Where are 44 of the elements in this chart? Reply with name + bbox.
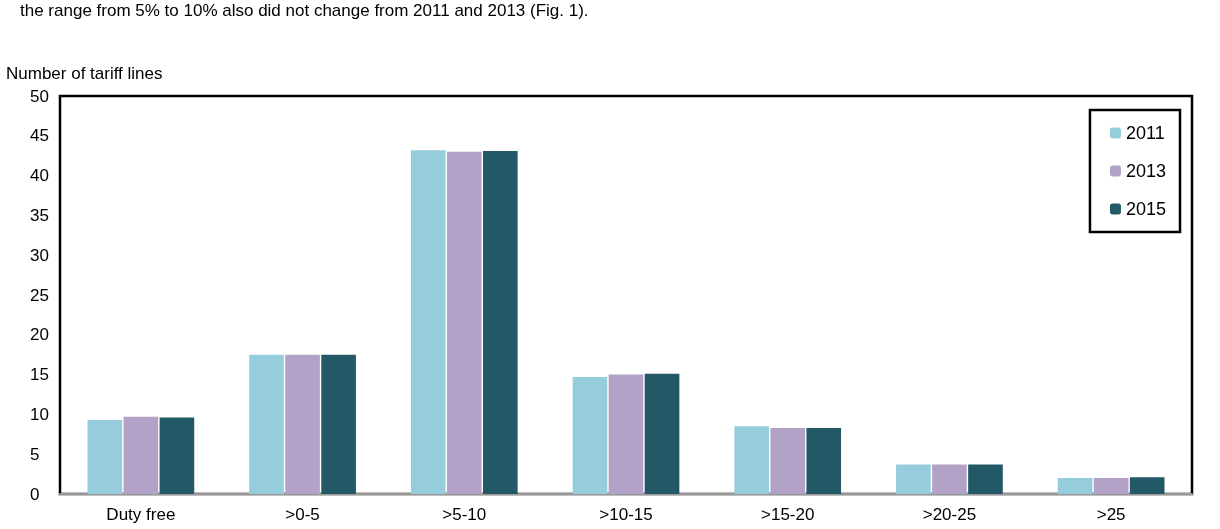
y-tick-label: 5 — [30, 444, 40, 464]
y-tick-label: 30 — [30, 245, 49, 265]
y-tick-label: 35 — [30, 205, 49, 225]
bar — [932, 464, 967, 494]
bar — [896, 464, 931, 494]
x-tick-label: >0-5 — [285, 505, 320, 524]
bar — [123, 416, 159, 494]
bar — [1129, 477, 1165, 494]
y-tick-label: 15 — [30, 365, 49, 385]
x-tick-label: >15-20 — [761, 505, 815, 524]
bar — [285, 354, 320, 494]
y-tick-label: 20 — [30, 325, 49, 345]
y-tick-label: 45 — [30, 126, 49, 146]
y-tick-label: 10 — [30, 404, 49, 424]
bar — [410, 150, 446, 494]
bar — [734, 426, 769, 494]
legend-label: 2013 — [1125, 161, 1166, 181]
bar — [806, 427, 842, 494]
bar — [159, 417, 195, 494]
bar — [446, 151, 482, 494]
x-tick-label: >10-15 — [599, 505, 653, 524]
bar — [644, 373, 680, 494]
bar — [87, 419, 123, 494]
bar — [321, 354, 356, 494]
x-tick-label: Duty free — [106, 505, 176, 524]
x-tick-label: >25 — [1096, 505, 1126, 524]
bar — [1057, 478, 1093, 494]
y-tick-label: 40 — [30, 166, 49, 186]
legend-label: 2011 — [1125, 123, 1165, 143]
bar — [249, 354, 284, 494]
y-tick-label: 25 — [30, 285, 49, 305]
bar — [770, 427, 806, 494]
text: the range from 5% to 10% also did not change from 2011 and 2013 (Fig. 1). — [20, 1, 589, 20]
x-tick-label: >20-25 — [922, 505, 977, 524]
x-tick-label: >5-10 — [442, 505, 487, 524]
y-tick-label: 0 — [30, 484, 40, 504]
legend-label: 2015 — [1125, 199, 1166, 219]
bar — [968, 464, 1003, 494]
y-tick-label: 50 — [30, 86, 49, 106]
y-axis-title: Number of tariff lines — [6, 64, 163, 83]
bar — [572, 376, 608, 494]
bar — [483, 150, 518, 494]
bar — [1093, 478, 1129, 494]
bar — [608, 374, 644, 494]
